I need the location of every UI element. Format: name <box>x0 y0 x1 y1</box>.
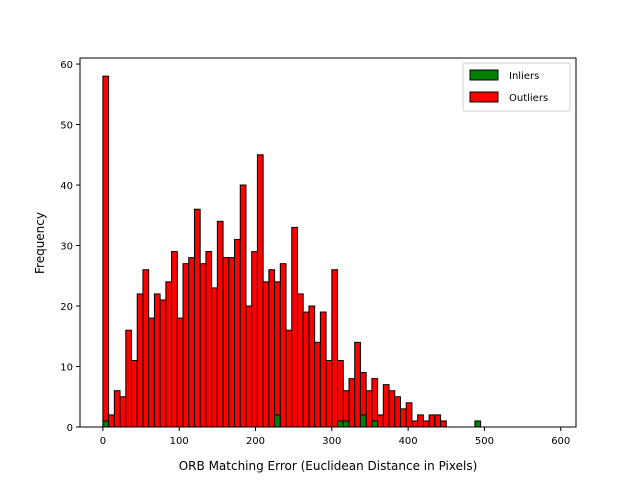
bar-outliers <box>348 378 356 428</box>
bar-outliers <box>234 238 241 428</box>
bar-outliers <box>359 372 367 416</box>
bar-outliers <box>279 263 287 428</box>
bar-outliers <box>119 396 127 428</box>
bar-outliers <box>182 263 190 428</box>
x-axis-label: ORB Matching Error (Euclidean Distance i… <box>179 459 478 473</box>
y-tick-label: 0 <box>67 423 73 434</box>
bar-outliers <box>102 75 110 422</box>
x-tick-label: 100 <box>170 436 189 447</box>
y-tick-label: 40 <box>60 181 73 192</box>
bar-outliers <box>302 311 310 428</box>
bar-outliers <box>131 359 138 428</box>
bar-outliers <box>136 293 144 428</box>
bar-outliers <box>211 287 218 428</box>
y-tick-label: 30 <box>60 242 73 253</box>
bar-outliers <box>354 341 361 428</box>
bar-inliers <box>342 420 350 428</box>
bar-outliers <box>382 384 390 428</box>
bar-outliers <box>205 251 213 428</box>
bar-outliers <box>148 317 155 428</box>
bar-outliers <box>176 317 184 428</box>
bar-outliers <box>314 341 321 428</box>
bar-outliers <box>239 184 247 428</box>
x-tick-label: 500 <box>475 436 494 447</box>
bar-outliers <box>440 420 447 428</box>
bar-inliers <box>102 420 110 428</box>
bar-outliers <box>113 390 121 428</box>
y-tick-label: 50 <box>60 121 73 132</box>
y-tick-label: 60 <box>60 60 73 71</box>
x-tick-label: 0 <box>100 436 106 447</box>
bar-outliers <box>199 263 207 428</box>
bar-outliers <box>388 390 396 428</box>
plot-frame <box>79 57 577 428</box>
bar-outliers <box>125 329 133 428</box>
bar-outliers <box>325 359 333 428</box>
legend: Inliers Outliers <box>462 62 571 112</box>
bar-outliers <box>159 299 167 428</box>
bar-outliers <box>268 269 276 428</box>
bar-outliers <box>417 414 424 428</box>
x-tick-label: 300 <box>322 436 341 447</box>
bar-outliers <box>319 311 327 428</box>
bar-outliers <box>365 390 373 428</box>
legend-swatch-outliers <box>469 91 499 103</box>
legend-label-inliers: Inliers <box>509 71 539 82</box>
bar-outliers <box>371 378 379 422</box>
y-tick-label: 20 <box>60 302 73 313</box>
x-tick-label: 400 <box>399 436 418 447</box>
bar-outliers <box>337 359 344 422</box>
bar-outliers <box>308 305 316 428</box>
bar-inliers <box>337 420 344 428</box>
bar-outliers <box>193 208 201 428</box>
bar-outliers <box>153 293 161 428</box>
bar-outliers <box>342 390 350 422</box>
y-axis-label: Frequency <box>33 212 47 274</box>
bar-outliers <box>377 414 384 428</box>
bar-outliers <box>228 257 236 428</box>
bars-layer <box>102 75 482 428</box>
bar-outliers <box>428 414 436 428</box>
bar-outliers <box>291 226 298 428</box>
y-tick-label: 10 <box>60 363 73 374</box>
bar-outliers <box>434 414 442 428</box>
bar-outliers <box>188 257 195 428</box>
bar-outliers <box>256 154 264 428</box>
x-axis-ticks: 0 100 200 300 400 500 600 <box>100 427 570 447</box>
y-axis-ticks: 0 10 20 30 40 50 60 <box>60 60 80 434</box>
bar-outliers <box>171 251 178 428</box>
bar-outliers <box>411 420 419 428</box>
bar-outliers <box>262 281 270 428</box>
bar-outliers <box>222 257 230 428</box>
bar-outliers <box>405 402 413 428</box>
bar-outliers <box>142 269 150 428</box>
bar-outliers <box>274 281 281 416</box>
bar-outliers <box>245 305 253 428</box>
bar-outliers <box>251 251 258 428</box>
legend-swatch-inliers <box>469 69 499 81</box>
bar-inliers <box>359 414 367 428</box>
bar-outliers <box>296 293 304 428</box>
bar-outliers <box>422 420 430 428</box>
bar-inliers <box>371 420 379 428</box>
x-tick-label: 600 <box>551 436 570 447</box>
bar-inliers <box>474 420 482 428</box>
bar-outliers <box>108 414 115 428</box>
bar-outliers <box>331 269 339 428</box>
bar-outliers <box>165 281 173 428</box>
bar-outliers <box>394 396 401 428</box>
bar-inliers <box>274 414 281 428</box>
bar-outliers <box>285 329 293 428</box>
bar-outliers <box>399 408 407 428</box>
x-tick-label: 200 <box>246 436 265 447</box>
legend-label-outliers: Outliers <box>509 93 548 104</box>
bar-outliers <box>216 220 224 428</box>
